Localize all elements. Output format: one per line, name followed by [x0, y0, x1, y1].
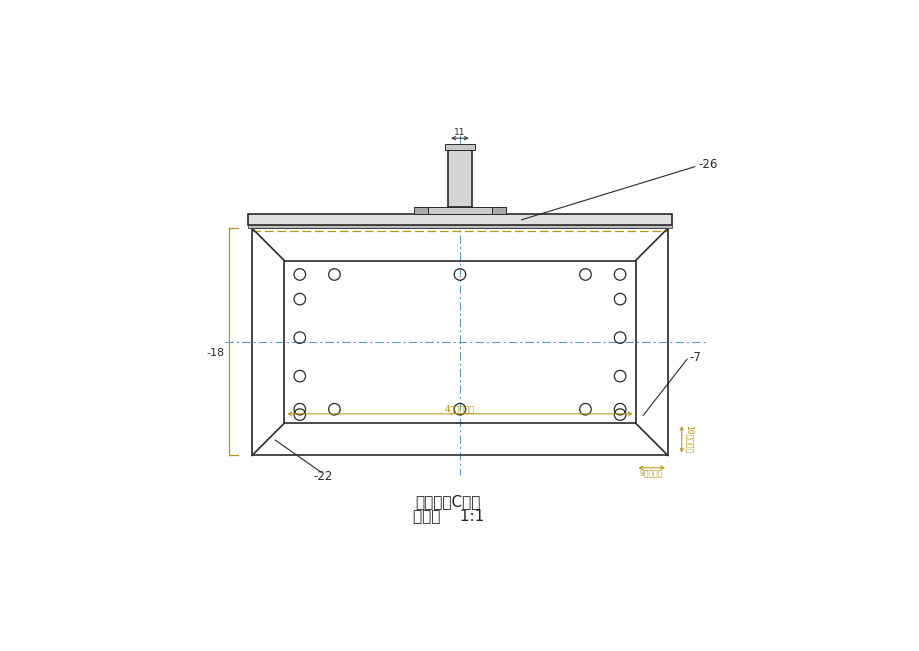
Text: 4处（典型）: 4处（典型）: [445, 404, 474, 413]
Bar: [252, 229, 667, 456]
Text: -22: -22: [313, 470, 333, 482]
Text: 左视图（C面）: 左视图（C面）: [415, 494, 481, 509]
Bar: [492, 208, 505, 214]
Text: 9（典型）: 9（典型）: [640, 469, 663, 478]
Text: 11: 11: [454, 128, 465, 137]
Bar: [445, 145, 474, 150]
Bar: [414, 208, 505, 214]
Text: -18: -18: [206, 348, 224, 358]
Bar: [248, 214, 671, 225]
Text: 缩放：    1:1: 缩放： 1:1: [413, 508, 483, 523]
Bar: [284, 260, 635, 423]
Bar: [414, 208, 427, 214]
Text: -26: -26: [698, 158, 717, 171]
Text: 10（典型）: 10（典型）: [684, 425, 693, 453]
Text: -7: -7: [688, 351, 700, 364]
Bar: [248, 225, 671, 229]
Bar: [448, 150, 471, 208]
